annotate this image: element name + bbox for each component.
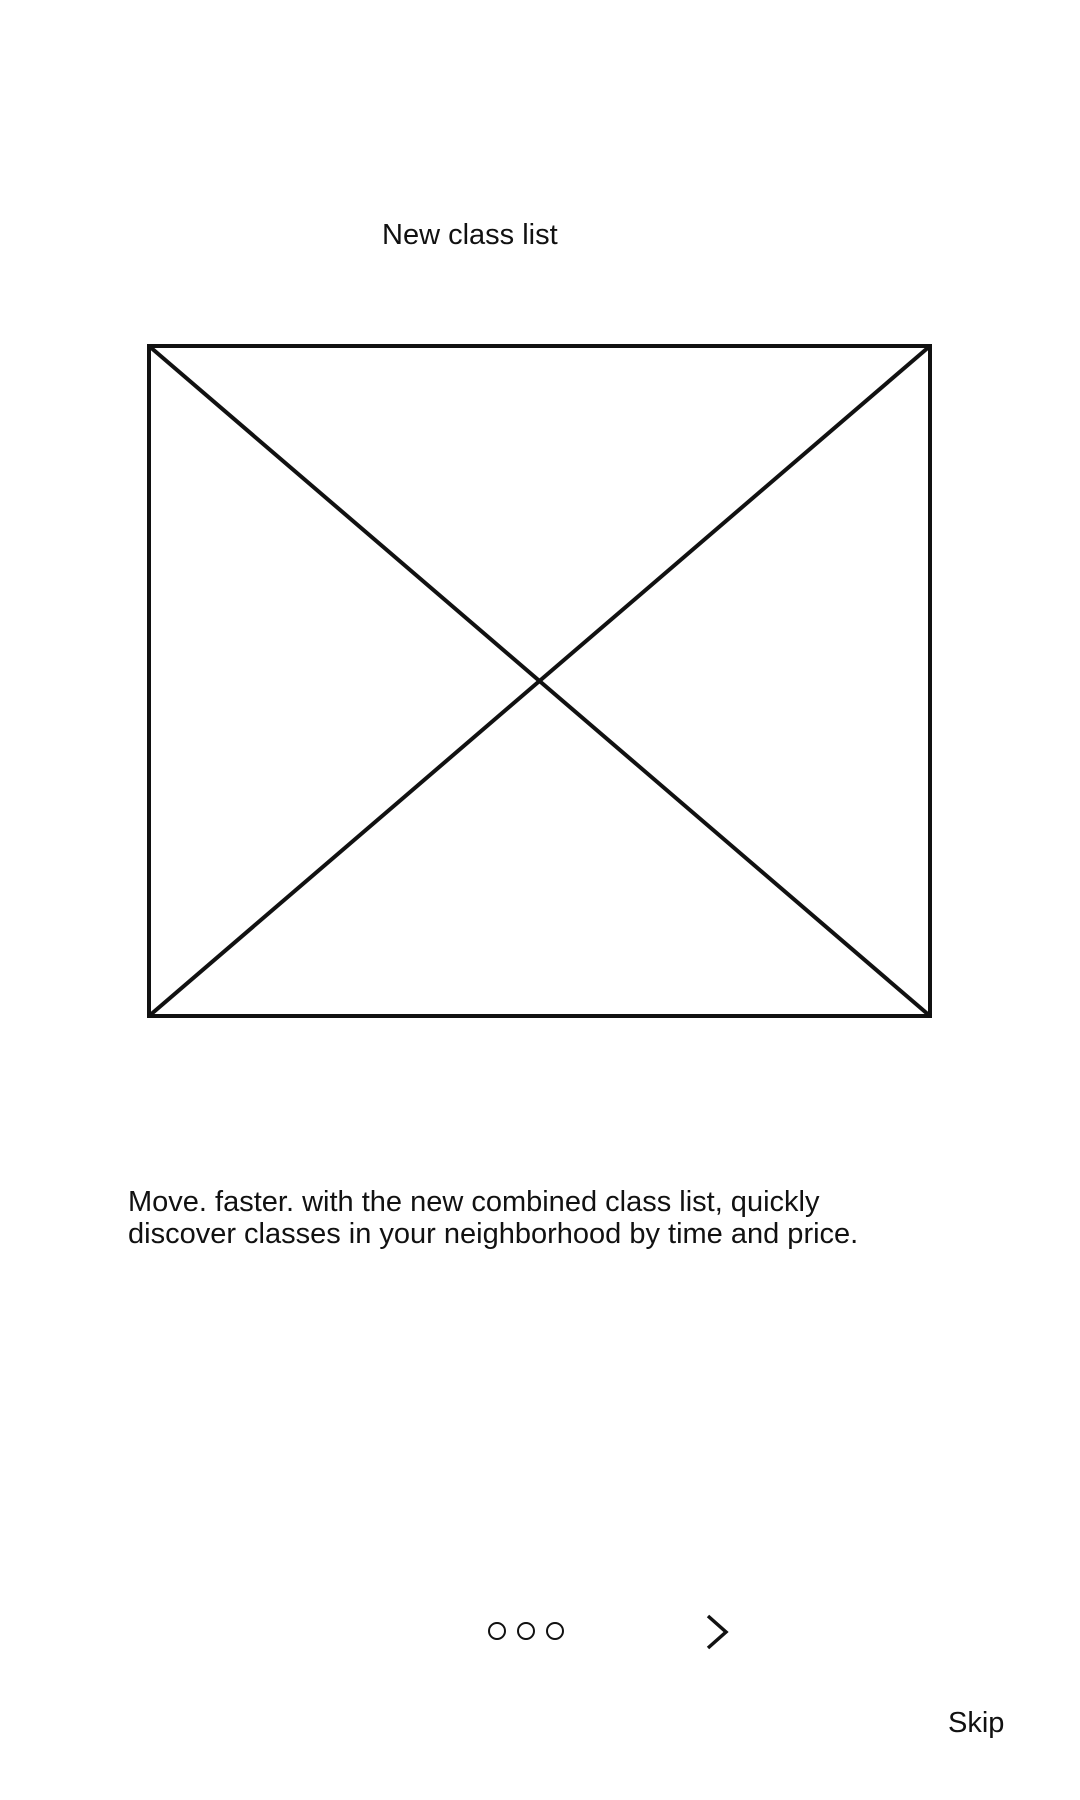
description: Move. faster. with the new combined clas… bbox=[128, 1186, 948, 1250]
page-dot-icon[interactable] bbox=[517, 1622, 535, 1640]
image-placeholder bbox=[147, 344, 932, 1018]
skip-button[interactable]: Skip bbox=[948, 1707, 1005, 1739]
page-dot-icon[interactable] bbox=[546, 1622, 564, 1640]
chevron-right-icon bbox=[706, 1614, 729, 1650]
image-placeholder-icon bbox=[147, 344, 932, 1018]
next-button[interactable] bbox=[703, 1612, 733, 1652]
description-line: discover classes in your neighborhood by… bbox=[128, 1218, 859, 1250]
page-indicator bbox=[488, 1622, 564, 1640]
page-dot-icon[interactable] bbox=[488, 1622, 506, 1640]
description-line: Move. faster. with the new combined clas… bbox=[128, 1186, 820, 1218]
page-title: New class list bbox=[382, 219, 558, 251]
